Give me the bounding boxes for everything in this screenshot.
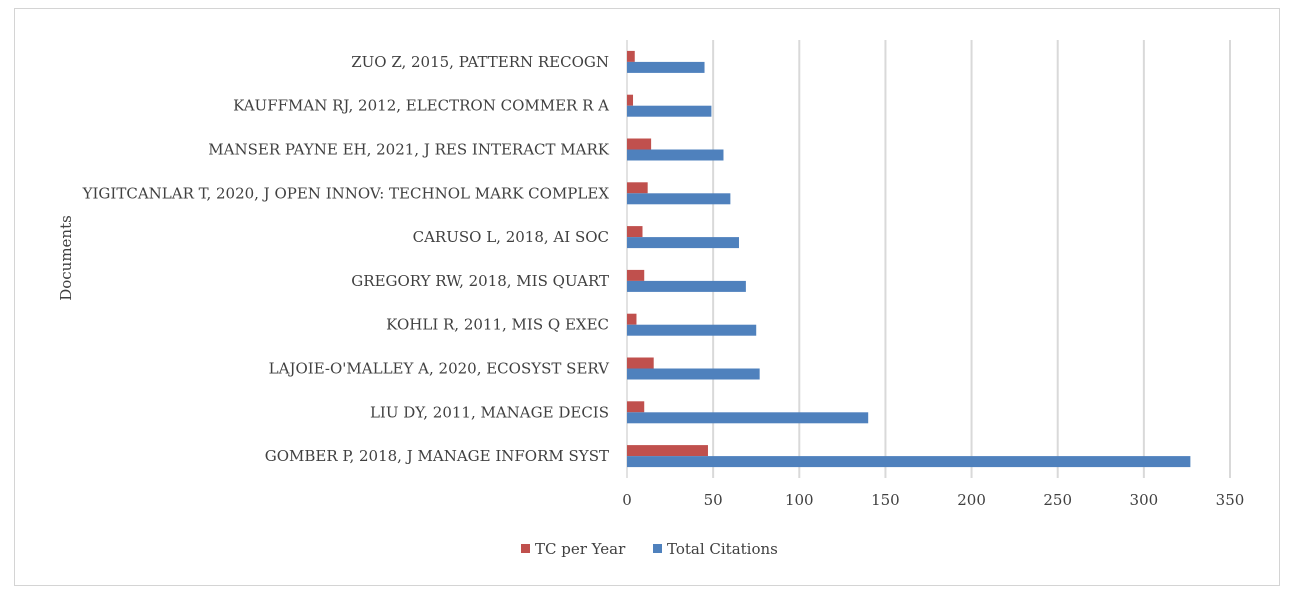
bar-tc-per-year-4 <box>627 226 643 238</box>
category-label: KAUFFMAN RJ, 2012, ELECTRON COMMER R A <box>233 97 609 115</box>
bar-tc-per-year-6 <box>627 313 637 325</box>
bar-tc-per-year-2 <box>627 138 652 150</box>
bar-total-citations-1 <box>627 105 712 117</box>
x-tick-labels: 0 50 100 150 200 250 300 350 <box>622 491 1244 509</box>
bars <box>627 50 1191 468</box>
bar-tc-per-year-3 <box>627 182 648 194</box>
legend: TC per Year Total Citations <box>521 540 778 558</box>
bar-total-citations-3 <box>627 193 731 205</box>
x-tick-label: 250 <box>1043 491 1072 509</box>
x-tick-label: 50 <box>704 491 723 509</box>
legend-label: TC per Year <box>535 540 626 558</box>
bar-total-citations-2 <box>627 149 724 161</box>
legend-label: Total Citations <box>667 540 778 558</box>
category-label: ZUO Z, 2015, PATTERN RECOGN <box>351 53 609 71</box>
bar-total-citations-7 <box>627 368 760 380</box>
x-tick-label: 300 <box>1130 491 1159 509</box>
legend-swatch-0 <box>521 544 530 553</box>
bar-total-citations-9 <box>627 456 1191 468</box>
bar-tc-per-year-0 <box>627 50 635 62</box>
category-labels: ZUO Z, 2015, PATTERN RECOGN KAUFFMAN RJ, … <box>82 53 611 465</box>
bar-tc-per-year-1 <box>627 94 634 106</box>
bar-total-citations-8 <box>627 412 869 424</box>
category-label: YIGITCANLAR T, 2020, J OPEN INNOV: TECHN… <box>82 184 610 202</box>
chart-frame <box>14 8 1280 586</box>
category-label: GREGORY RW, 2018, MIS QUART <box>351 272 609 290</box>
category-label: MANSER PAYNE EH, 2021, J RES INTERACT MA… <box>208 141 610 159</box>
bar-total-citations-4 <box>627 237 739 249</box>
bar-tc-per-year-5 <box>627 269 645 281</box>
grid-lines <box>626 40 1231 478</box>
category-label: KOHLI R, 2011, MIS Q EXEC <box>386 316 609 334</box>
x-tick-label: 150 <box>871 491 900 509</box>
category-label: LIU DY, 2011, MANAGE DECIS <box>370 403 609 421</box>
legend-swatch-1 <box>653 544 662 553</box>
x-tick-label: 350 <box>1216 491 1245 509</box>
bar-tc-per-year-9 <box>627 445 708 457</box>
x-tick-label: 0 <box>622 491 632 509</box>
y-axis-label: Documents <box>57 215 75 301</box>
category-label: GOMBER P, 2018, J MANAGE INFORM SYST <box>265 447 609 465</box>
bar-total-citations-6 <box>627 324 757 336</box>
x-tick-label: 200 <box>957 491 986 509</box>
bar-tc-per-year-7 <box>627 357 654 369</box>
category-label: LAJOIE-O'MALLEY A, 2020, ECOSYST SERV <box>269 360 610 378</box>
bar-tc-per-year-8 <box>627 401 645 413</box>
bar-total-citations-5 <box>627 280 746 292</box>
bar-total-citations-0 <box>627 61 705 73</box>
category-label: CARUSO L, 2018, AI SOC <box>413 228 609 246</box>
x-tick-label: 100 <box>785 491 814 509</box>
